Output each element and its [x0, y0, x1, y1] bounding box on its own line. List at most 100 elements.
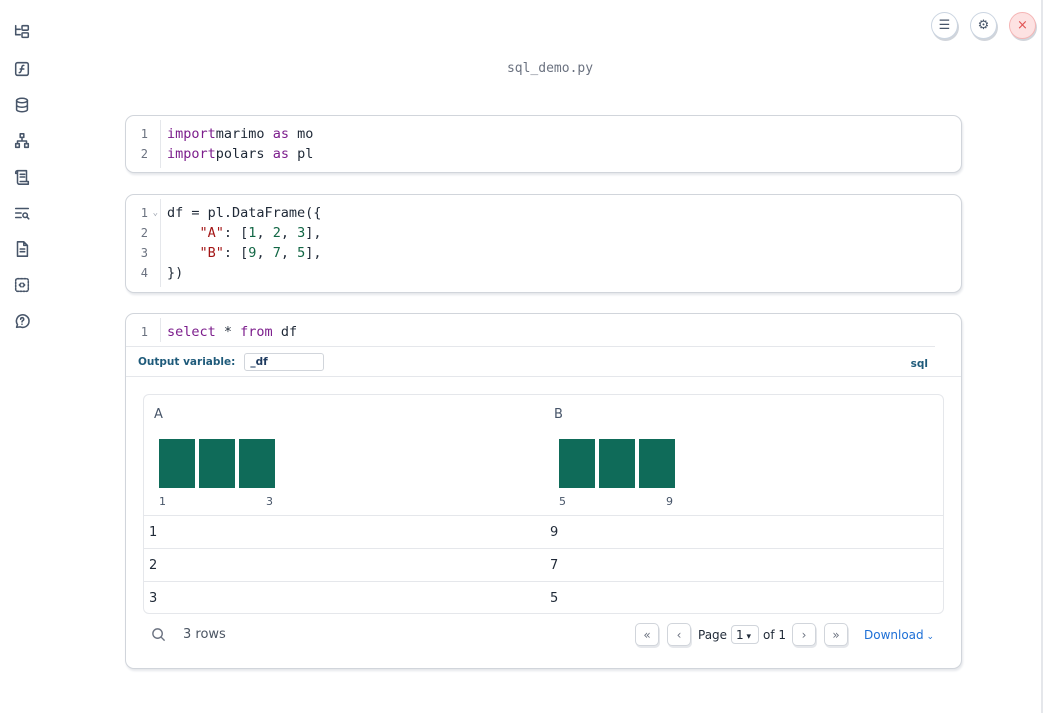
page-select[interactable]: 1 ▾ [731, 625, 759, 644]
menu-icon: ☰ [938, 18, 951, 33]
code-token: 7 [272, 245, 281, 261]
code-token: , [280, 225, 298, 241]
page-select-value: 1 [736, 628, 744, 642]
histogram-bar[interactable] [159, 439, 195, 488]
page-of-label: of 1 [763, 628, 787, 642]
window-border [1041, 0, 1043, 713]
line-number: 4 [140, 266, 148, 280]
code-token: as [264, 146, 289, 162]
previous-page-button[interactable]: ‹ [667, 623, 691, 646]
document-icon[interactable] [12, 239, 32, 259]
download-button[interactable]: Download ⌄ [864, 628, 934, 642]
code-token: "B" [199, 245, 224, 261]
code-token: pl [288, 146, 314, 162]
gutter-divider [160, 318, 161, 342]
code-text: importpolars as pl [160, 144, 313, 164]
code-token [167, 225, 200, 241]
code-token: , [256, 245, 273, 261]
code-token: : [ [223, 225, 249, 241]
last-page-button[interactable]: » [824, 623, 848, 646]
code-line[interactable]: 2 "A": [1, 2, 3], [126, 223, 961, 243]
code-token: import [167, 146, 216, 162]
output-variable-row: Output variable: [126, 346, 935, 376]
histogram-bar[interactable] [639, 439, 675, 488]
column-header-a[interactable]: A 1 3 [144, 395, 544, 516]
code-line[interactable]: 2 importpolars as pl [126, 144, 961, 164]
code-line[interactable]: 3 "B": [9, 7, 5], [126, 243, 961, 263]
code-token: 5 [297, 245, 306, 261]
next-page-button[interactable]: › [792, 623, 816, 646]
page-label: Page [698, 628, 728, 642]
code-token: mo [288, 126, 314, 142]
sql-cell[interactable]: 1 select * from df Output variable: sql A… [125, 313, 962, 669]
database-icon[interactable] [12, 95, 32, 115]
table-cell: 9 [550, 525, 559, 540]
code-editor[interactable]: 1 select * from df [126, 314, 961, 346]
code-line[interactable]: 1 ⌄ df = pl.DataFrame({ [126, 203, 961, 223]
double-chevron-left-icon: « [643, 627, 651, 642]
chevron-left-icon: ‹ [676, 627, 682, 642]
settings-button[interactable]: ⚙ [970, 12, 997, 39]
code-cell-imports[interactable]: 1 importmarimo as mo 2 importpolars as pl [125, 115, 962, 173]
line-number: 2 [140, 226, 148, 240]
histogram-bar[interactable] [199, 439, 235, 488]
table-cell: 3 [149, 591, 158, 606]
code-text: df = pl.DataFrame({ [160, 203, 321, 223]
histogram-max-label: 3 [266, 495, 273, 508]
code-token: import [167, 126, 216, 142]
code-token: }) [167, 265, 184, 281]
histogram-bar[interactable] [599, 439, 635, 488]
histogram-bar[interactable] [559, 439, 595, 488]
histogram-bar[interactable] [239, 439, 275, 488]
table-cell: 5 [550, 591, 559, 606]
chevron-down-icon: ⌄ [923, 632, 935, 642]
code-token: as [264, 126, 289, 142]
file-tree-icon[interactable] [12, 22, 32, 42]
row-count: 3 rows [183, 627, 226, 642]
code-line[interactable]: 1 select * from df [126, 322, 961, 342]
search-icon[interactable] [151, 627, 166, 642]
code-line[interactable]: 1 importmarimo as mo [126, 124, 961, 144]
code-token: ], [305, 225, 322, 241]
code-token: marimo [215, 126, 265, 142]
code-text: select * from df [160, 322, 297, 342]
code-token: 2 [272, 225, 281, 241]
search-list-icon[interactable] [12, 203, 32, 223]
column-name: B [554, 407, 563, 422]
table-cell: 2 [149, 558, 158, 573]
code-snippet-icon[interactable] [12, 275, 32, 295]
code-line[interactable]: 4}) [126, 263, 961, 283]
code-text: "B": [9, 7, 5], [160, 243, 322, 263]
code-cell-dataframe[interactable]: 1 ⌄ df = pl.DataFrame({2 "A": [1, 2, 3], 3 … [125, 194, 962, 293]
scroll-icon[interactable] [12, 167, 32, 187]
code-token: 1 [248, 225, 257, 241]
column-name: A [154, 407, 163, 422]
code-text: importmarimo as mo [160, 124, 313, 144]
code-editor[interactable]: 1 ⌄ df = pl.DataFrame({2 "A": [1, 2, 3], 3 … [126, 195, 961, 291]
dependency-graph-icon[interactable] [12, 131, 32, 151]
close-button[interactable]: × [1009, 12, 1036, 39]
first-page-button[interactable]: « [635, 623, 659, 646]
menu-button[interactable]: ☰ [931, 12, 958, 39]
histogram-min-label: 1 [159, 495, 166, 508]
line-number: 1 ⌄ [126, 203, 160, 223]
sidebar [0, 0, 44, 713]
language-tag[interactable]: sql [910, 358, 928, 370]
gutter-divider [160, 199, 161, 287]
output-variable-input[interactable] [244, 352, 325, 371]
column-header-b[interactable]: B 5 9 [544, 395, 943, 516]
download-label: Download [864, 628, 924, 642]
function-icon[interactable] [12, 59, 32, 79]
fold-chevron-icon[interactable]: ⌄ [152, 208, 158, 218]
histogram-min-label: 5 [559, 495, 566, 508]
code-token: select [167, 324, 216, 340]
line-number: 1 [140, 127, 148, 141]
code-editor[interactable]: 1 importmarimo as mo 2 importpolars as pl [126, 116, 961, 172]
close-icon: × [1017, 18, 1028, 33]
code-token: , [256, 225, 273, 241]
help-icon[interactable] [12, 311, 32, 331]
